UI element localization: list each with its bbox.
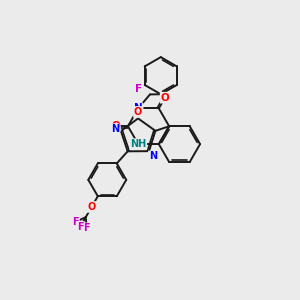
Text: N: N xyxy=(134,103,142,113)
Text: N: N xyxy=(111,124,119,134)
Text: N: N xyxy=(149,152,157,161)
Text: O: O xyxy=(88,202,96,212)
Text: F: F xyxy=(72,217,79,227)
Text: O: O xyxy=(111,121,120,131)
Text: F: F xyxy=(77,222,83,232)
Text: O: O xyxy=(160,93,169,103)
Text: F: F xyxy=(135,84,142,94)
Text: O: O xyxy=(134,107,142,117)
Text: F: F xyxy=(83,223,90,233)
Text: NH: NH xyxy=(130,139,146,149)
